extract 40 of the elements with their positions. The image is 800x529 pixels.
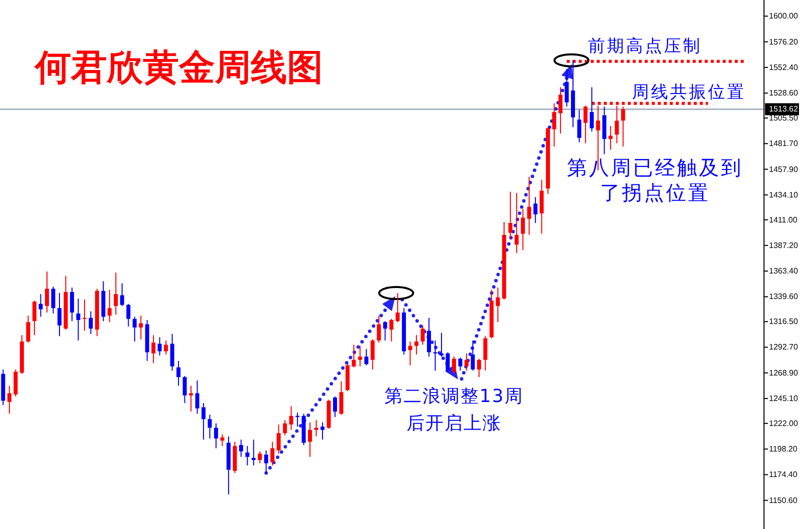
y-tick-label: 1316.50	[769, 317, 798, 326]
candlestick	[189, 386, 193, 412]
annotation: 第八周已经触及到了拐点位置	[567, 156, 743, 204]
y-tick-label: 1600.00	[769, 12, 798, 21]
candlestick	[252, 440, 256, 466]
y-tick-label: 1198.20	[769, 444, 798, 454]
ref-line-label: 前期高点压制	[588, 36, 702, 56]
y-tick-label: 1174.40	[769, 470, 798, 480]
y-tick-label: 1552.40	[769, 62, 798, 72]
annotation: 第二浪调整13周后开启上涨	[384, 386, 524, 434]
y-tick-label: 1150.60	[769, 496, 798, 505]
candlestick	[138, 316, 143, 340]
y-tick-label: 1363.40	[769, 266, 798, 276]
y-tick-label: 1434.10	[769, 190, 798, 200]
candlestick	[245, 446, 250, 466]
y-tick-label: 1505.50	[769, 113, 798, 122]
y-tick-label: 1292.70	[769, 342, 798, 352]
y-tick-label: 1411.00	[769, 215, 798, 224]
y-tick-label: 1222.00	[769, 418, 798, 428]
candlestick	[320, 422, 325, 440]
y-tick-label: 1576.20	[769, 37, 798, 46]
candlestick	[608, 126, 613, 150]
candlestick	[295, 412, 300, 427]
candlestick	[414, 335, 418, 354]
candlestick	[76, 298, 80, 340]
ref-line-label: 周线共振位置	[632, 82, 746, 102]
candlestick	[82, 300, 87, 331]
y-tick-label: 1339.60	[769, 292, 798, 302]
candlestick	[358, 346, 362, 366]
candlestick	[439, 332, 444, 357]
candlestick	[433, 340, 438, 371]
y-tick-label: 1481.70	[769, 139, 798, 148]
y-tick-label: 1245.10	[769, 394, 798, 404]
y-tick-label: 1387.20	[769, 240, 798, 250]
candlestick	[314, 420, 318, 436]
text: 何君欣黄金周线图	[33, 48, 323, 88]
y-tick-label: 1528.60	[769, 88, 798, 98]
ref-line-label: 1513.62	[769, 104, 798, 114]
y-tick-label: 1268.90	[769, 368, 798, 378]
y-tick-label: 1457.90	[769, 164, 798, 174]
